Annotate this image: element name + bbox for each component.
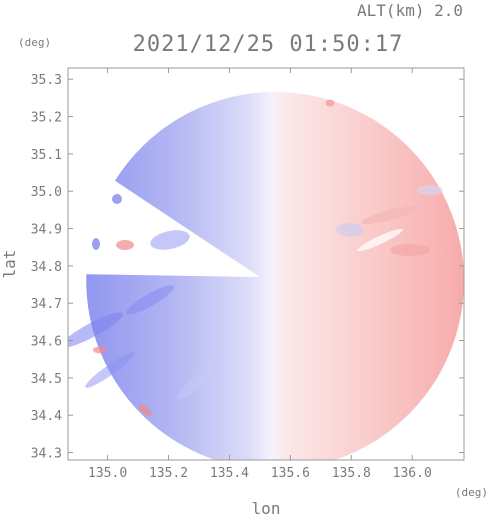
y-tick-label: 34.8 — [31, 260, 62, 275]
x-tick-label: 135.8 — [332, 466, 371, 481]
y-tick-label: 34.7 — [31, 297, 62, 312]
isolated-echo — [112, 194, 122, 204]
echo-streak — [390, 244, 430, 256]
echo-patches — [68, 99, 443, 416]
echo-streak — [336, 223, 364, 237]
echo-streak — [357, 228, 403, 252]
echo-streak — [417, 185, 443, 195]
x-tick-label: 135.4 — [210, 466, 249, 481]
echo-streak — [138, 404, 152, 416]
y-tick-label: 34.9 — [31, 223, 62, 238]
y-tick-label: 34.4 — [31, 409, 62, 424]
x-tick-label: 136.0 — [393, 466, 432, 481]
echo-streak — [93, 346, 107, 354]
echo-streak — [85, 352, 135, 388]
plot-frame — [67, 67, 465, 461]
echo-streak — [176, 360, 224, 400]
echo-streak — [68, 312, 124, 348]
x-tick-label: 135.2 — [149, 466, 188, 481]
x-tick-label: 135.6 — [271, 466, 310, 481]
isolated-echo — [325, 99, 335, 107]
y-tick-label: 34.3 — [31, 447, 62, 462]
y-axis: 34.3 34.4 34.5 34.6 34.7 34.8 34.9 35.0 35.1 35.2… — [31, 73, 464, 462]
x-unit-label: (deg) — [455, 486, 488, 499]
y-tick-label: 35.1 — [31, 148, 62, 163]
echo-streak — [378, 116, 422, 144]
echo-streak — [116, 240, 134, 250]
y-tick-label: 35.0 — [31, 185, 62, 200]
x-tick-label: 135.0 — [88, 466, 127, 481]
chart-title: 2021/12/25 01:50:17 — [133, 32, 404, 57]
y-tick-label: 35.3 — [31, 73, 62, 88]
echo-streak — [150, 230, 190, 250]
echo-streak — [360, 205, 420, 225]
y-axis-label: lat — [0, 250, 19, 279]
radar-field — [68, 91, 464, 460]
radar-echo-area — [86, 91, 464, 460]
isolated-echo — [92, 238, 100, 250]
y-tick-label: 34.6 — [31, 335, 62, 350]
y-unit-label: (deg) — [18, 36, 51, 49]
altitude-label: ALT(km) 2.0 — [357, 1, 463, 20]
x-axis-label: lon — [252, 499, 281, 518]
y-tick-label: 34.5 — [31, 372, 62, 387]
x-axis: 135.0 135.2 135.4 135.6 135.8 136.0 — [88, 68, 432, 481]
echo-streak — [125, 285, 175, 315]
y-tick-label: 35.2 — [31, 111, 62, 126]
